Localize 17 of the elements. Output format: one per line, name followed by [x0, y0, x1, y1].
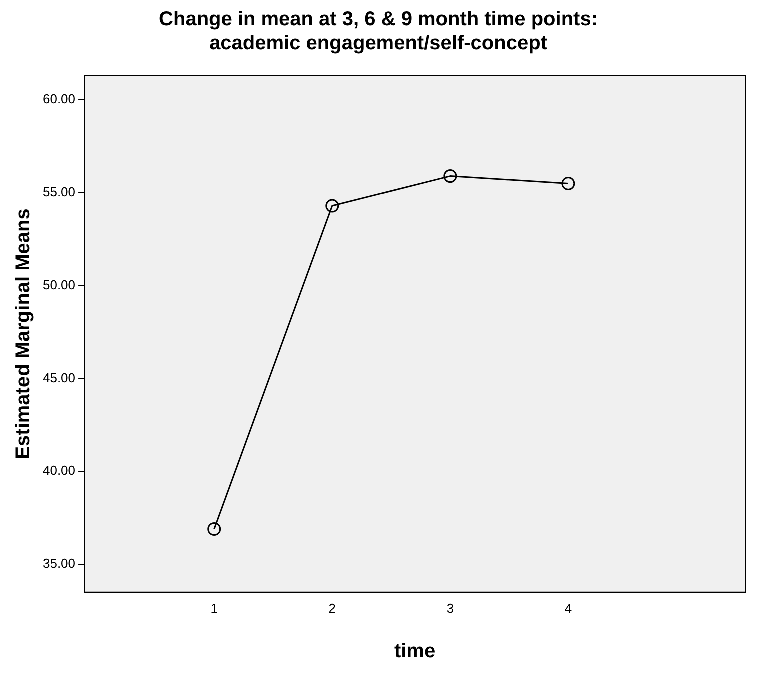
x-tick-label: 4 [564, 600, 572, 616]
point [208, 522, 222, 536]
x-tick-label: 3 [446, 600, 454, 616]
x-tick-label: 2 [328, 600, 336, 616]
y-tick-label: 40.00 [42, 463, 76, 478]
y-tick-label: 60.00 [42, 92, 76, 107]
x-axis-title: time [394, 640, 436, 663]
y-tick-label: 50.00 [42, 277, 76, 292]
y-tick-label: 45.00 [42, 370, 76, 386]
chart-title: Change in mean at 3, 6 & 9 month time points: academic engagement/self-concept [159, 8, 598, 55]
y-tick-label: 55.00 [42, 184, 76, 200]
x-tick-label: 1 [210, 600, 218, 616]
point [326, 199, 340, 213]
point [444, 170, 458, 184]
point [562, 176, 576, 190]
y-tick-label: 35.00 [42, 556, 76, 572]
y-axis-title: Estimated Marginal Means [12, 208, 35, 460]
